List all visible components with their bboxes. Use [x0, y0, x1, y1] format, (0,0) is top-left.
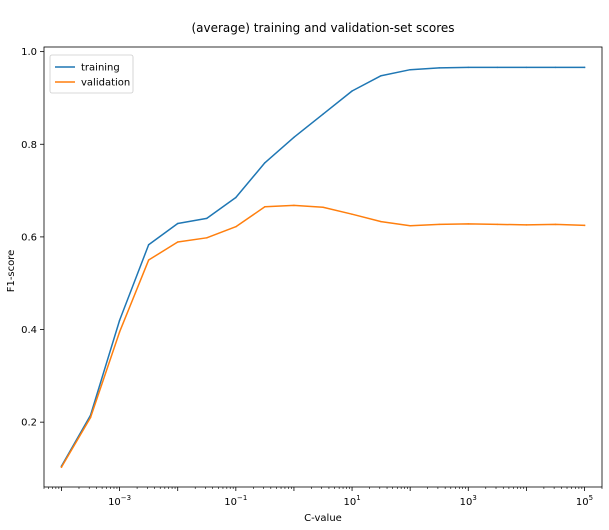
- legend: training validation: [49, 54, 134, 94]
- data-point-validation: [322, 206, 324, 208]
- data-point-training: [322, 113, 324, 115]
- y-axis-label: F1-score: [6, 250, 17, 293]
- data-point-validation: [118, 331, 121, 333]
- data-point-validation: [583, 224, 586, 227]
- data-point-validation: [89, 416, 92, 419]
- legend-label-training: training: [81, 63, 120, 74]
- data-point-training: [351, 90, 353, 92]
- data-point-validation: [525, 224, 528, 226]
- data-point-training: [235, 196, 237, 199]
- x-tick-label: 103: [460, 494, 477, 508]
- data-point-training: [264, 162, 266, 164]
- data-point-validation: [496, 223, 499, 226]
- data-point-training: [525, 66, 528, 69]
- data-point-training: [380, 74, 382, 77]
- y-tick-label: 0.4: [21, 325, 37, 336]
- data-point-validation: [554, 223, 557, 226]
- data-point-training: [467, 66, 470, 69]
- chart-title: (average) training and validation-set sc…: [191, 21, 454, 35]
- x-axis-label: C-value: [304, 513, 342, 524]
- data-point-training: [583, 66, 586, 69]
- legend-frame: [49, 54, 134, 94]
- x-tick-label: 10−1: [224, 494, 247, 508]
- x-tick-label: 10−3: [108, 494, 131, 508]
- data-point-validation: [380, 220, 382, 223]
- data-point-validation: [147, 259, 150, 261]
- x-tick-label: 101: [343, 494, 360, 508]
- y-tick-label: 0.8: [21, 140, 37, 151]
- data-point-validation: [438, 223, 440, 226]
- data-point-training: [293, 136, 295, 139]
- data-point-validation: [235, 225, 237, 228]
- data-point-training: [118, 319, 121, 322]
- data-point-validation: [176, 241, 179, 243]
- plot-frame: [43, 46, 603, 488]
- data-point-validation: [60, 466, 63, 468]
- data-point-training: [176, 222, 179, 225]
- data-point-training: [554, 66, 557, 69]
- data-point-training: [147, 244, 150, 246]
- legend-label-validation: validation: [81, 78, 130, 89]
- data-point-training: [206, 217, 208, 220]
- y-tick-label: 1.0: [21, 47, 37, 58]
- data-point-validation: [351, 213, 353, 215]
- x-tick-label: 105: [576, 494, 593, 508]
- data-point-validation: [467, 223, 470, 225]
- data-point-validation: [264, 206, 266, 208]
- data-point-training: [438, 67, 440, 69]
- data-point-validation: [293, 204, 295, 207]
- data-point-validation: [206, 237, 208, 239]
- y-tick-label: 0.6: [21, 232, 37, 243]
- data-point-validation: [409, 225, 411, 227]
- data-point-training: [496, 66, 499, 69]
- y-tick-label: 0.2: [21, 418, 37, 429]
- data-point-training: [409, 68, 411, 71]
